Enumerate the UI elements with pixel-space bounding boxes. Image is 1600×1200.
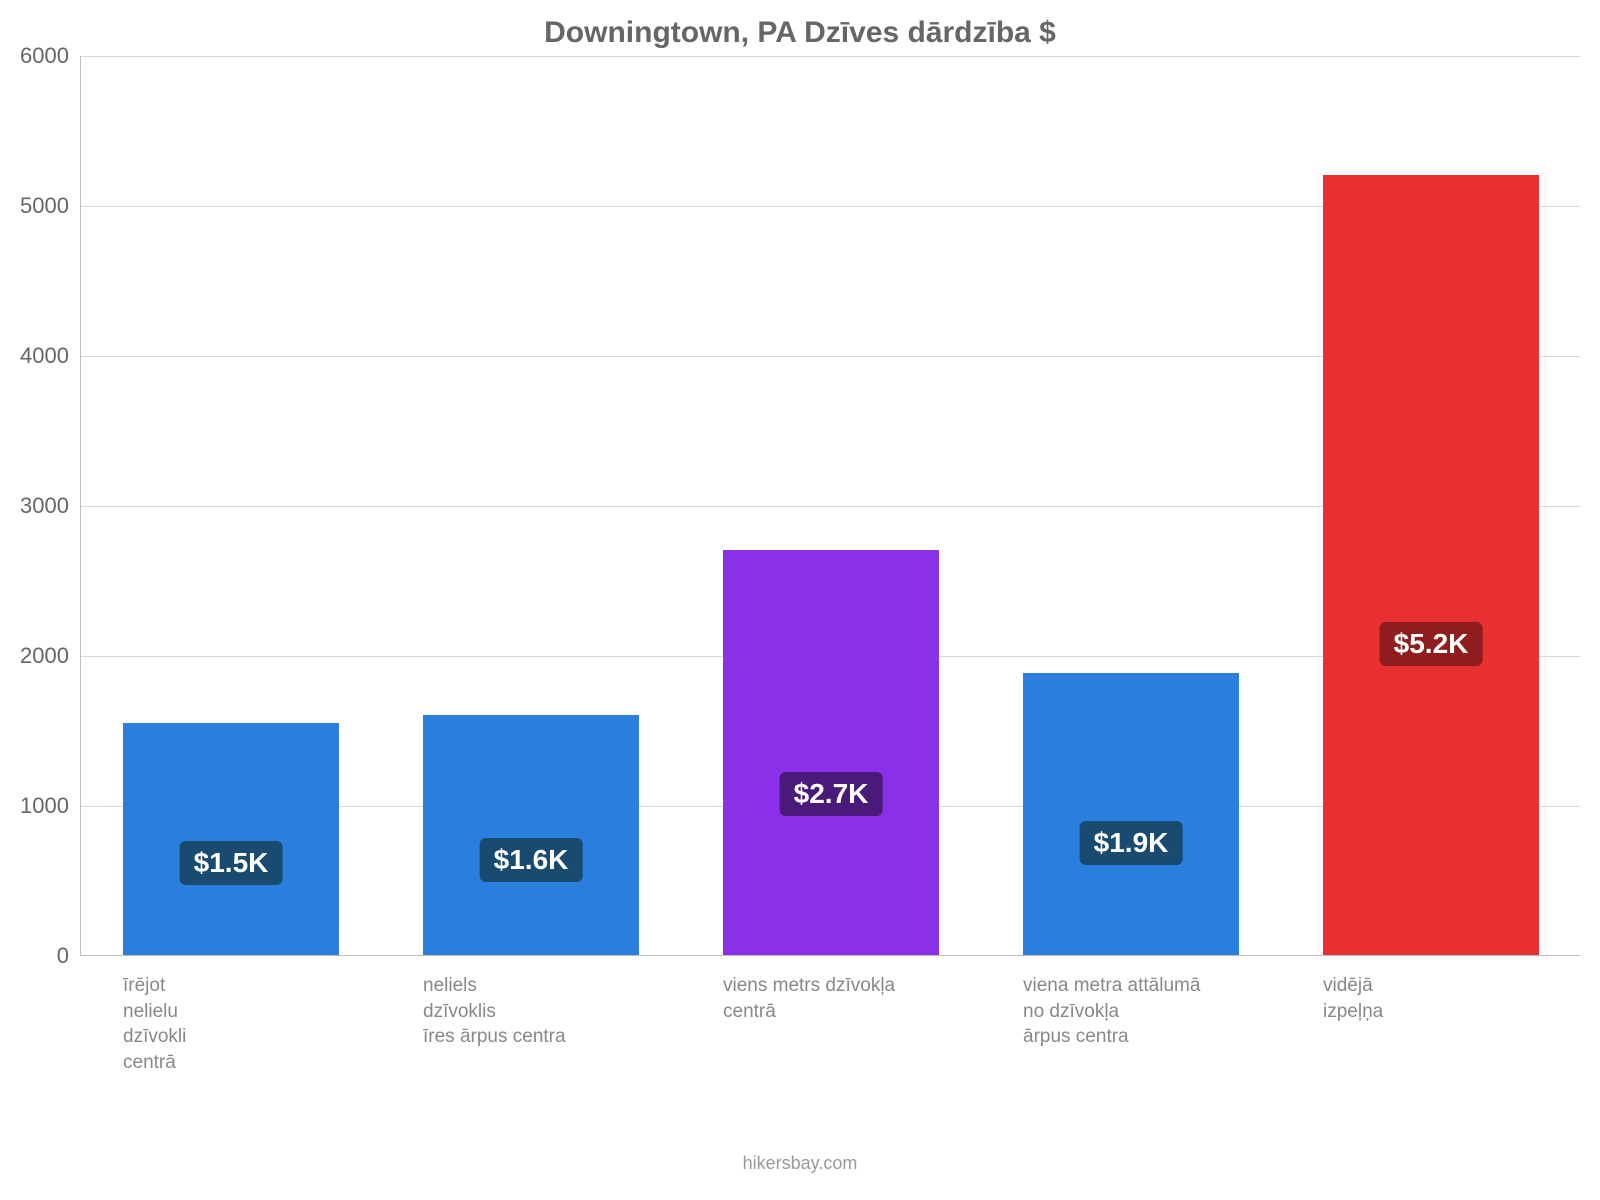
cost-of-living-chart: Downingtown, PA Dzīves dārdzība $ 010002… [0, 0, 1600, 1200]
y-axis-tick-label: 5000 [20, 193, 81, 219]
y-axis-tick-label: 0 [57, 943, 81, 969]
bar [123, 723, 339, 956]
bar-value-label: $2.7K [780, 772, 883, 816]
x-axis-tick-label: viens metrs dzīvokļa centrā [723, 955, 939, 1024]
gridline [81, 56, 1580, 57]
y-axis-tick-label: 6000 [20, 43, 81, 69]
x-axis-tick-label: vidējā izpeļņa [1323, 955, 1539, 1024]
bar-value-label: $1.5K [180, 841, 283, 885]
bar-value-label: $1.6K [480, 838, 583, 882]
bar [423, 715, 639, 955]
chart-title: Downingtown, PA Dzīves dārdzība $ [0, 16, 1600, 50]
y-axis-tick-label: 2000 [20, 643, 81, 669]
y-axis-tick-label: 1000 [20, 793, 81, 819]
chart-footer: hikersbay.com [0, 1153, 1600, 1174]
y-axis-tick-label: 4000 [20, 343, 81, 369]
bar [1323, 175, 1539, 955]
x-axis-tick-label: viena metra attālumā no dzīvokļa ārpus c… [1023, 955, 1239, 1050]
plot-area: 0100020003000400050006000$1.5Kīrējot nel… [80, 56, 1580, 956]
bar-value-label: $5.2K [1380, 622, 1483, 666]
bar-value-label: $1.9K [1080, 821, 1183, 865]
x-axis-tick-label: īrējot nelielu dzīvokli centrā [123, 955, 339, 1076]
y-axis-tick-label: 3000 [20, 493, 81, 519]
bar [1023, 673, 1239, 955]
x-axis-tick-label: neliels dzīvoklis īres ārpus centra [423, 955, 639, 1050]
bar [723, 550, 939, 955]
